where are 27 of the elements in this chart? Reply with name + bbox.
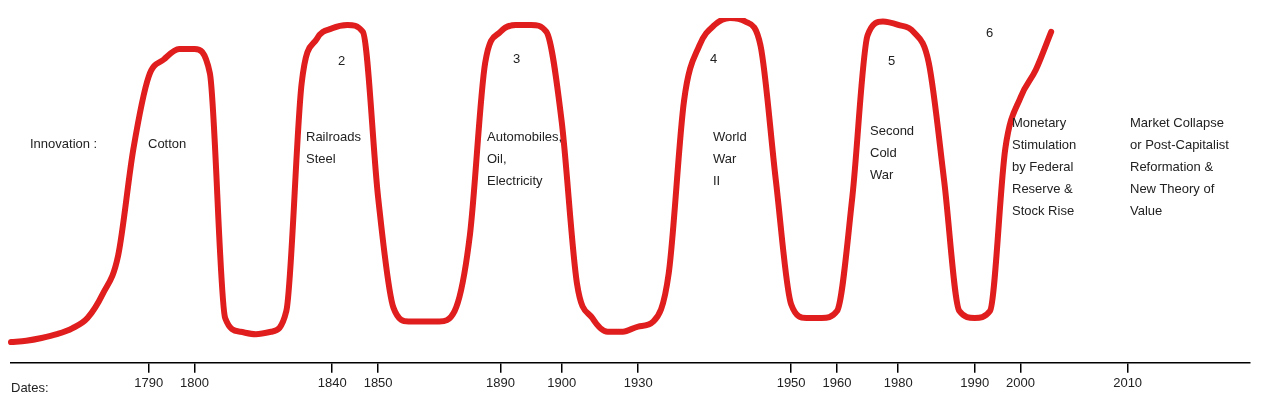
x-tick-label: 1990: [960, 375, 990, 391]
x-tick-label: 1790: [134, 375, 164, 391]
annotation: 6: [986, 24, 994, 42]
x-tick-label: 1930: [623, 375, 653, 391]
x-tick-label: 1850: [363, 375, 393, 391]
annotation: Second Cold War: [870, 122, 915, 184]
x-tick-label: 1950: [776, 375, 806, 391]
annotation: Innovation :: [30, 135, 98, 153]
annotation: Market Collapse or Post-Capitalist Reformation & New Theory of Value: [1130, 114, 1229, 220]
annotation: 4: [710, 50, 718, 68]
x-tick-label: 1840: [317, 375, 347, 391]
x-tick-label: 1800: [180, 375, 210, 391]
x-tick-label: 2010: [1113, 375, 1143, 391]
annotation: Railroads Steel: [306, 128, 361, 168]
x-tick-label: 1900: [547, 375, 577, 391]
annotation: Cotton: [148, 135, 187, 153]
annotation: World War II: [713, 128, 747, 190]
annotation: 3: [513, 50, 521, 68]
x-tick-label: 1960: [822, 375, 852, 391]
annotation: 2: [338, 52, 346, 70]
x-axis-title: Dates:: [11, 379, 49, 395]
annotation: 5: [888, 52, 896, 70]
annotation: Monetary Stimulation by Federal Reserve & Stock Rise: [1012, 114, 1077, 220]
x-tick-label: 1890: [486, 375, 515, 391]
annotation: Automobiles, Oil, Electricity: [487, 128, 563, 190]
x-tick-label: 1980: [883, 375, 913, 391]
x-tick-label: 2000: [1006, 375, 1036, 391]
